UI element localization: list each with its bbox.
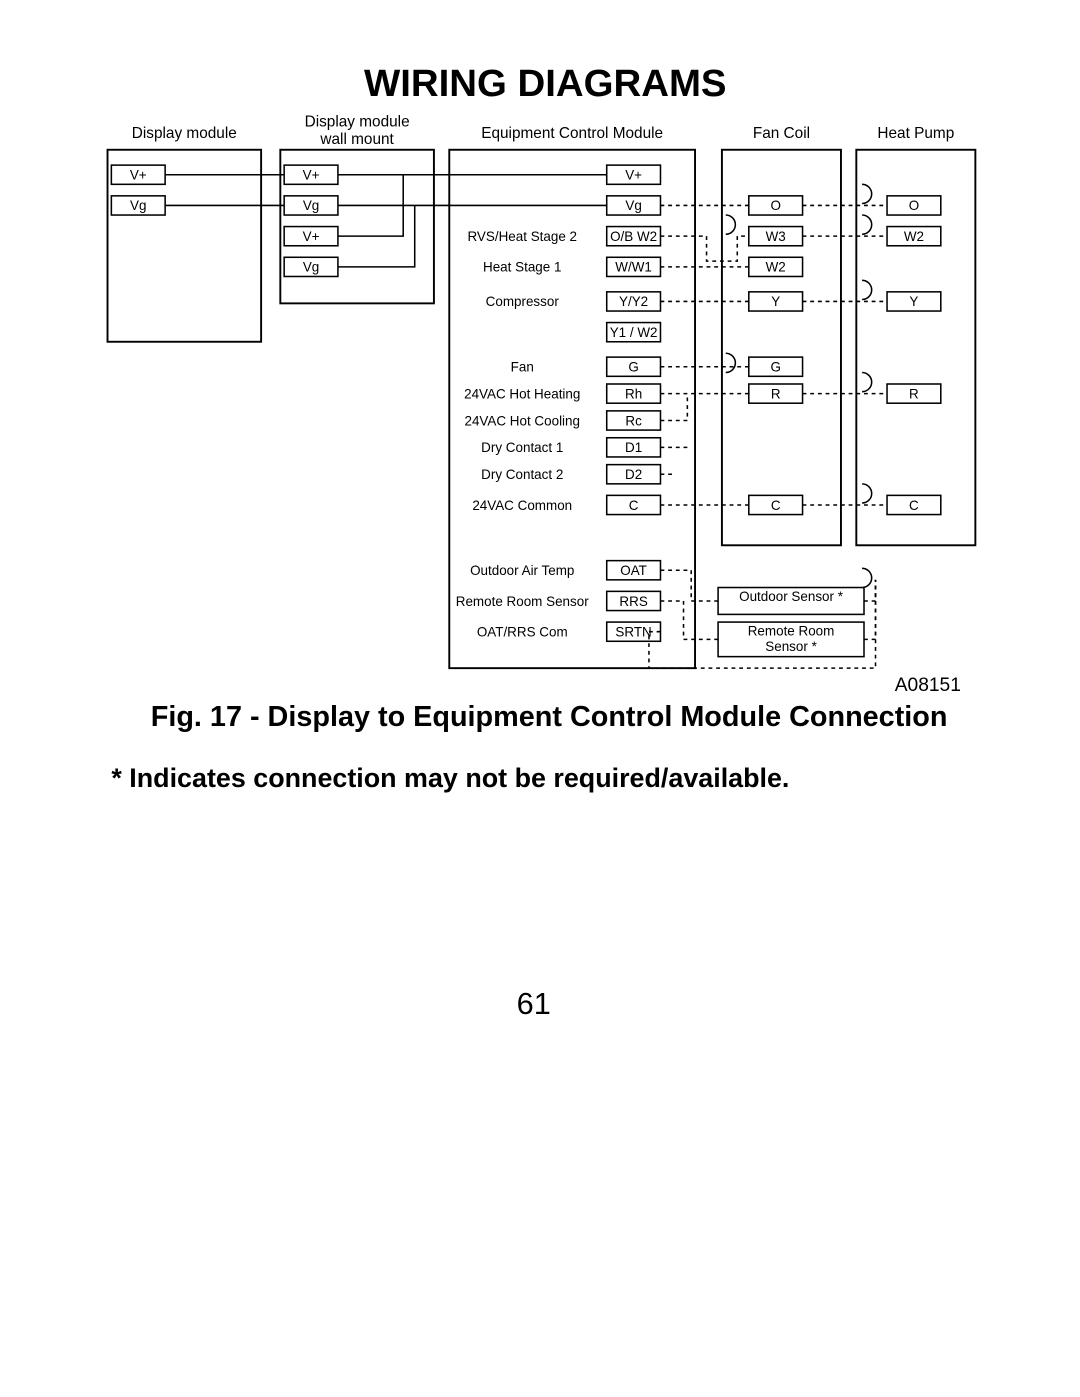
row-label: 24VAC Common [472,498,572,513]
knockout-icon [862,215,872,234]
knockout-icon [726,353,736,372]
knockout-icon [862,372,872,391]
row-label: Dry Contact 1 [481,440,563,455]
terminal-label: O [770,198,780,213]
sensor-label: Outdoor Sensor * [739,589,844,604]
terminal-label: V+ [303,229,320,244]
wire-dashed [660,570,718,601]
terminal-label: Rh [625,386,642,401]
row-label: RVS/Heat Stage 2 [467,229,577,244]
wire-dashed [864,580,876,640]
terminal-label: O [909,198,919,213]
terminal-label: C [629,498,639,513]
sensor-label: Sensor * [765,639,817,654]
terminal-label: Vg [303,198,319,213]
sensor-label: Remote Room [748,624,835,639]
diagram-code: A08151 [895,675,961,696]
terminal-label: Y [909,294,918,309]
page: WIRING DIAGRAMS Fig. 17 - Display to Equi… [0,0,1080,1397]
module-title-display: Display module [132,125,237,142]
wire-dashed [660,236,748,261]
terminal-label: V+ [303,168,320,183]
terminal-label: W2 [904,229,924,244]
row-label: Heat Stage 1 [483,260,561,275]
wire-dashed [660,394,687,421]
terminal-label: Vg [625,198,641,213]
module-title-heatpump: Heat Pump [877,125,954,142]
knockout-icon [862,484,872,503]
terminal-label: C [909,498,919,513]
terminal-label: Y [771,294,780,309]
wiring-diagram: WIRING DIAGRAMS Fig. 17 - Display to Equi… [0,0,1080,1397]
knockout-icon [726,215,736,234]
terminal-label: D1 [625,440,642,455]
terminal-label: Rc [625,413,642,428]
terminal-label: R [909,386,919,401]
terminal-label: G [628,360,638,375]
section-title: WIRING DIAGRAMS [364,62,727,105]
row-label: Remote Room Sensor [456,594,589,609]
row-label: Outdoor Air Temp [470,563,574,578]
row-label: Dry Contact 2 [481,467,563,482]
row-label: OAT/RRS Com [477,624,568,639]
module-title-wall: wall mount [319,131,394,148]
footnote: * Indicates connection may not be requir… [111,763,789,793]
row-label: 24VAC Hot Heating [464,386,580,401]
terminal-label: V+ [625,168,642,183]
module-title-fancoil: Fan Coil [753,125,810,142]
terminal-label: C [771,498,781,513]
wire-dashed [660,601,718,639]
row-label: 24VAC Hot Cooling [464,413,580,428]
module-title-wall: Display module [305,114,410,131]
terminal-label: Y1 / W2 [610,325,658,340]
module-title-ecm: Equipment Control Module [481,125,663,142]
terminal-label: G [770,360,780,375]
row-label: Compressor [486,294,560,309]
row-label: Fan [511,360,534,375]
terminal-label: D2 [625,467,642,482]
knockout-icon [862,568,872,587]
terminal-label: W/W1 [615,260,652,275]
terminal-label: O/B W2 [610,229,657,244]
terminal-label: V+ [130,168,147,183]
figure-caption: Fig. 17 - Display to Equipment Control M… [151,701,948,733]
terminal-label: SRTN [615,624,651,639]
page-number: 61 [517,986,551,1021]
terminal-label: OAT [620,563,647,578]
terminal-label: R [771,386,781,401]
terminal-label: RRS [619,594,647,609]
terminal-label: W2 [766,260,786,275]
knockout-icon [862,280,872,299]
terminal-label: Vg [303,260,319,275]
terminal-label: W3 [766,229,786,244]
terminal-label: Vg [130,198,146,213]
knockout-icon [862,184,872,203]
terminal-label: Y/Y2 [619,294,648,309]
